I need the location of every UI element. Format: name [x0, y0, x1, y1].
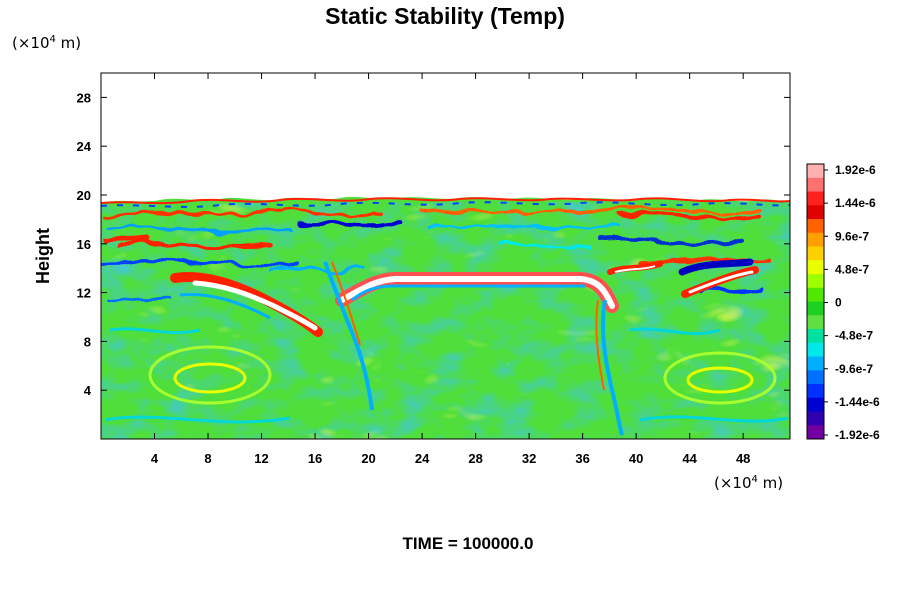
x-axis-ticks: 4 8 12 16 20 24 28 32 36 40 44 48 [151, 73, 750, 466]
svg-text:(×104 m): (×104 m) [714, 474, 783, 492]
colorbar-swatch [807, 274, 824, 289]
colorbar-label: -1.92e-6 [835, 428, 880, 442]
colorbar-label: 1.92e-6 [835, 163, 876, 177]
colorbar-labels: 1.92e-6 1.44e-6 9.6e-7 4.8e-7 0 -4.8e-7 -9.6e-… [824, 163, 880, 442]
svg-text:(×104 m): (×104 m) [12, 34, 81, 52]
x-tick-label: 4 [151, 451, 159, 466]
x-tick-label: 24 [415, 451, 430, 466]
colorbar-label: -4.8e-7 [835, 329, 873, 343]
y-tick-label: 12 [77, 286, 91, 301]
y-tick-label: 16 [77, 237, 91, 252]
x-tick-label: 12 [254, 451, 268, 466]
y-axis-ticks: 4 8 12 16 20 24 28 [77, 90, 790, 398]
colorbar [806, 163, 825, 440]
colorbar-swatch [807, 315, 824, 330]
colorbar-swatch [807, 177, 824, 192]
colorbar-swatch [807, 356, 824, 371]
y-tick-label: 4 [84, 383, 92, 398]
y-tick-label: 24 [77, 139, 92, 154]
colorbar-label: -9.6e-7 [835, 362, 873, 376]
chart-title: Static Stability (Temp) [325, 3, 565, 29]
x-tick-label: 36 [575, 451, 589, 466]
colorbar-swatch [807, 246, 824, 261]
colorbar-label: 4.8e-7 [835, 262, 869, 276]
y-tick-label: 28 [77, 90, 91, 105]
long-stable-layer [335, 272, 619, 313]
x-tick-label: 28 [468, 451, 482, 466]
x-tick-label: 20 [361, 451, 375, 466]
colorbar-swatch [807, 301, 824, 316]
colorbar-swatch [807, 329, 824, 344]
colorbar-swatch [807, 384, 824, 399]
y-tick-label: 8 [84, 334, 91, 349]
colorbar-swatch [807, 191, 824, 206]
upper-turbulence [102, 206, 772, 302]
field-yellow-texture [101, 201, 790, 439]
y-axis-title: Height [33, 228, 53, 284]
x-unit-label: (×104 m) [714, 474, 783, 492]
x-tick-label: 16 [308, 451, 322, 466]
colorbar-swatch [807, 205, 824, 220]
plot-frame [100, 72, 791, 440]
valley-walls [323, 261, 624, 436]
colorbar-label: -1.44e-6 [835, 395, 880, 409]
colorbar-swatch [807, 397, 824, 412]
heatmap-field [101, 196, 790, 439]
colorbar-swatch [807, 370, 824, 385]
x-tick-label: 32 [522, 451, 536, 466]
y-unit-label: (×104 m) [12, 34, 81, 52]
colorbar-swatch [807, 164, 824, 179]
y-tick-label: 20 [77, 188, 91, 203]
x-tick-label: 8 [204, 451, 211, 466]
lower-eddies [104, 327, 789, 424]
x-tick-label: 48 [736, 451, 750, 466]
colorbar-swatch [807, 287, 824, 302]
x-tick-label: 44 [682, 451, 697, 466]
colorbar-swatch [807, 260, 824, 275]
colorbar-swatch [807, 219, 824, 234]
top-boundary-speckle [101, 197, 790, 208]
colorbar-frame [806, 163, 825, 440]
colorbar-label: 9.6e-7 [835, 229, 869, 243]
right-stable-layer [607, 258, 759, 298]
colorbar-swatch [807, 425, 824, 440]
colorbar-label: 1.44e-6 [835, 196, 876, 210]
colorbar-swatch [807, 232, 824, 247]
colorbar-swatch [807, 342, 824, 357]
time-label: TIME = 100000.0 [403, 534, 534, 553]
sloping-stable-layer [170, 272, 323, 337]
colorbar-label: 0 [835, 296, 842, 310]
colorbar-swatch [807, 411, 824, 426]
x-tick-label: 40 [629, 451, 643, 466]
